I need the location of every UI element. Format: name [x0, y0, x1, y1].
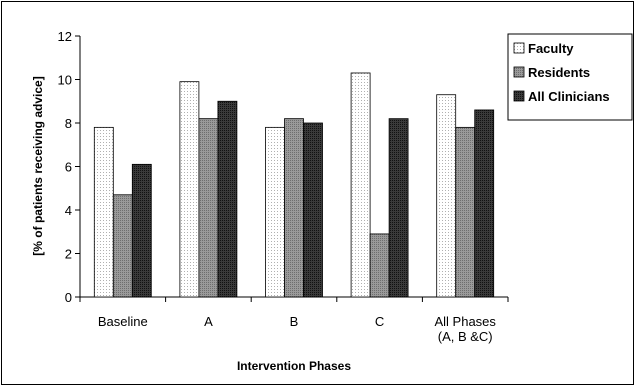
y-tick-label: 10 — [58, 73, 72, 88]
legend: Faculty Residents All Clinicians — [507, 33, 633, 121]
legend-swatch — [513, 90, 525, 102]
bar-all-clinicians — [388, 118, 409, 298]
bar-residents — [198, 118, 219, 298]
bar-all-clinicians — [131, 163, 152, 298]
bar-residents — [369, 233, 390, 298]
x-category-label: All Phases (A, B &C) — [434, 314, 496, 344]
y-tick-label: 0 — [65, 290, 72, 305]
x-labels: Baseline A B C All Phases (A, B &C) — [79, 297, 509, 344]
legend-swatch — [513, 42, 525, 54]
bar-all-clinicians — [217, 100, 238, 298]
x-category-label: C — [375, 314, 384, 329]
bar-faculty — [179, 81, 200, 298]
bar-all-clinicians — [303, 122, 323, 298]
bar-faculty — [350, 72, 371, 298]
bar-faculty — [265, 126, 285, 298]
legend-label: Faculty — [528, 41, 574, 56]
x-category-label: Baseline — [98, 314, 148, 329]
x-category-label: B — [290, 314, 299, 329]
y-tick-label: 12 — [58, 29, 72, 44]
y-axis-title: [% of patients receiving advice] — [31, 76, 45, 255]
legend-label: Residents — [528, 65, 590, 80]
y-tick-label: 2 — [65, 247, 72, 262]
bar-residents — [112, 194, 133, 298]
x-axis-title: Intervention Phases — [237, 359, 351, 373]
x-category-label: A — [204, 314, 213, 329]
bar-faculty — [93, 126, 114, 298]
bar-residents — [455, 126, 476, 298]
legend-swatch — [513, 66, 525, 78]
y-ticks: 0 2 4 6 8 10 12 — [58, 29, 80, 305]
bar-faculty — [436, 94, 457, 298]
y-tick-label: 4 — [65, 203, 72, 218]
legend-label: All Clinicians — [528, 89, 610, 104]
y-tick-label: 6 — [65, 160, 72, 175]
bars — [93, 72, 495, 298]
bar-all-clinicians — [474, 109, 495, 298]
y-tick-label: 8 — [65, 116, 72, 131]
bar-residents — [284, 118, 304, 298]
